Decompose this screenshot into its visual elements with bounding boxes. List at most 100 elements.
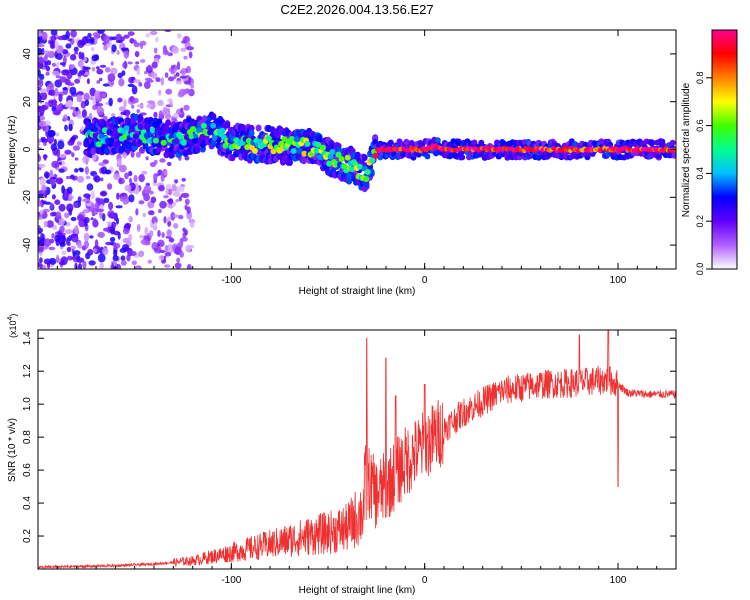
ridge-core-cell [177,134,184,141]
noise-cell [155,77,161,83]
noise-cell [83,216,90,224]
noise-cell [84,71,90,76]
noise-cell [38,120,47,127]
noise-cell [188,51,193,59]
ridge-halo-cell [671,152,676,159]
noise-cell [186,65,192,74]
noise-cell [38,56,45,64]
noise-cell [49,169,53,177]
noise-cell [159,200,167,209]
colorbar-tick-label: 0.2 [695,215,705,228]
noise-cell [108,201,114,211]
noise-cell [78,51,83,60]
noise-cell [57,35,65,41]
noise-cell [67,241,71,247]
noise-cell [131,260,137,266]
noise-cell [77,59,84,68]
noise-cell [128,170,133,177]
ridge-core-cell [123,125,130,132]
noise-cell [128,216,133,223]
spectrogram-x-label: Height of straight line (km) [299,286,416,297]
noise-cell [144,71,148,75]
noise-cell [57,140,65,150]
noise-cell [175,72,180,77]
noise-cell [158,184,165,192]
ridge-halo-cell [90,147,97,155]
noise-cell [142,212,146,218]
y-tick-label: 0.8 [22,430,33,444]
noise-cell [58,161,63,165]
noise-cell [103,45,108,51]
spectrogram-y-label: Frequency (Hz) [7,116,18,185]
noise-cell [66,255,73,261]
noise-cell [113,230,120,236]
noise-cell [51,62,57,67]
snr-line-chart [38,330,676,569]
noise-cell [102,247,109,255]
noise-cell [86,202,92,207]
noise-cell [90,190,96,200]
noise-cell [138,174,145,183]
noise-cell [102,213,106,222]
noise-cell [181,177,186,182]
noise-cell [96,103,104,107]
y-tick-label: 40 [22,48,33,60]
noise-cell [58,154,67,158]
noise-cell [38,261,42,268]
noise-cell [133,175,138,183]
spectrogram-y-ticks: -40 -20 0 20 40 [22,48,676,252]
noise-cell [151,216,158,225]
noise-cell [89,235,94,239]
noise-cell [175,80,183,85]
ridge-core-cell [278,140,285,147]
noise-cell [108,97,113,107]
noise-cell [73,250,81,256]
noise-cell [153,247,158,252]
noise-cell [113,242,121,249]
noise-cell [164,30,172,33]
ridge-core-cell [372,152,379,159]
noise-cell [173,74,177,79]
noise-cell [39,115,46,121]
noise-cell [180,67,187,76]
noise-cell [57,104,62,109]
noise-cell [166,244,175,254]
ridge-core-cell [92,132,99,139]
noise-cell [127,83,135,88]
ridge-halo-cell [255,124,262,132]
noise-cell [41,185,47,192]
ridge-halo-cell [137,114,144,122]
noise-cell [184,204,188,211]
noise-cell [41,31,48,41]
noise-cell [97,231,105,238]
noise-cell [91,67,96,72]
ridge-halo-cell [361,154,368,162]
noise-cell [65,175,71,180]
colorbar-tick-label: 0.0 [695,263,705,276]
noise-cell [167,76,175,82]
noise-cell [94,239,99,249]
noise-cell [153,221,157,230]
noise-cell [129,250,137,257]
ridge-halo-cell [459,154,466,161]
noise-cell [157,89,162,96]
noise-cell [83,208,89,213]
noise-cell [89,96,94,101]
noise-cell [186,46,194,51]
noise-cell [38,78,44,88]
noise-cell [66,71,73,80]
ridge-core-cell [344,154,351,161]
noise-cell [178,195,182,202]
noise-cell [85,43,92,47]
noise-cell [58,168,65,173]
noise-cell [174,262,182,269]
y-tick-label: -20 [22,190,33,205]
noise-cell [104,169,112,174]
noise-cell [74,51,79,55]
noise-cell [48,89,56,96]
noise-cell [43,258,52,265]
noise-cell [90,217,94,221]
noise-cell [38,200,43,207]
noise-cell [110,61,114,66]
snr-multiplier-prefix: (x10 [8,320,18,338]
